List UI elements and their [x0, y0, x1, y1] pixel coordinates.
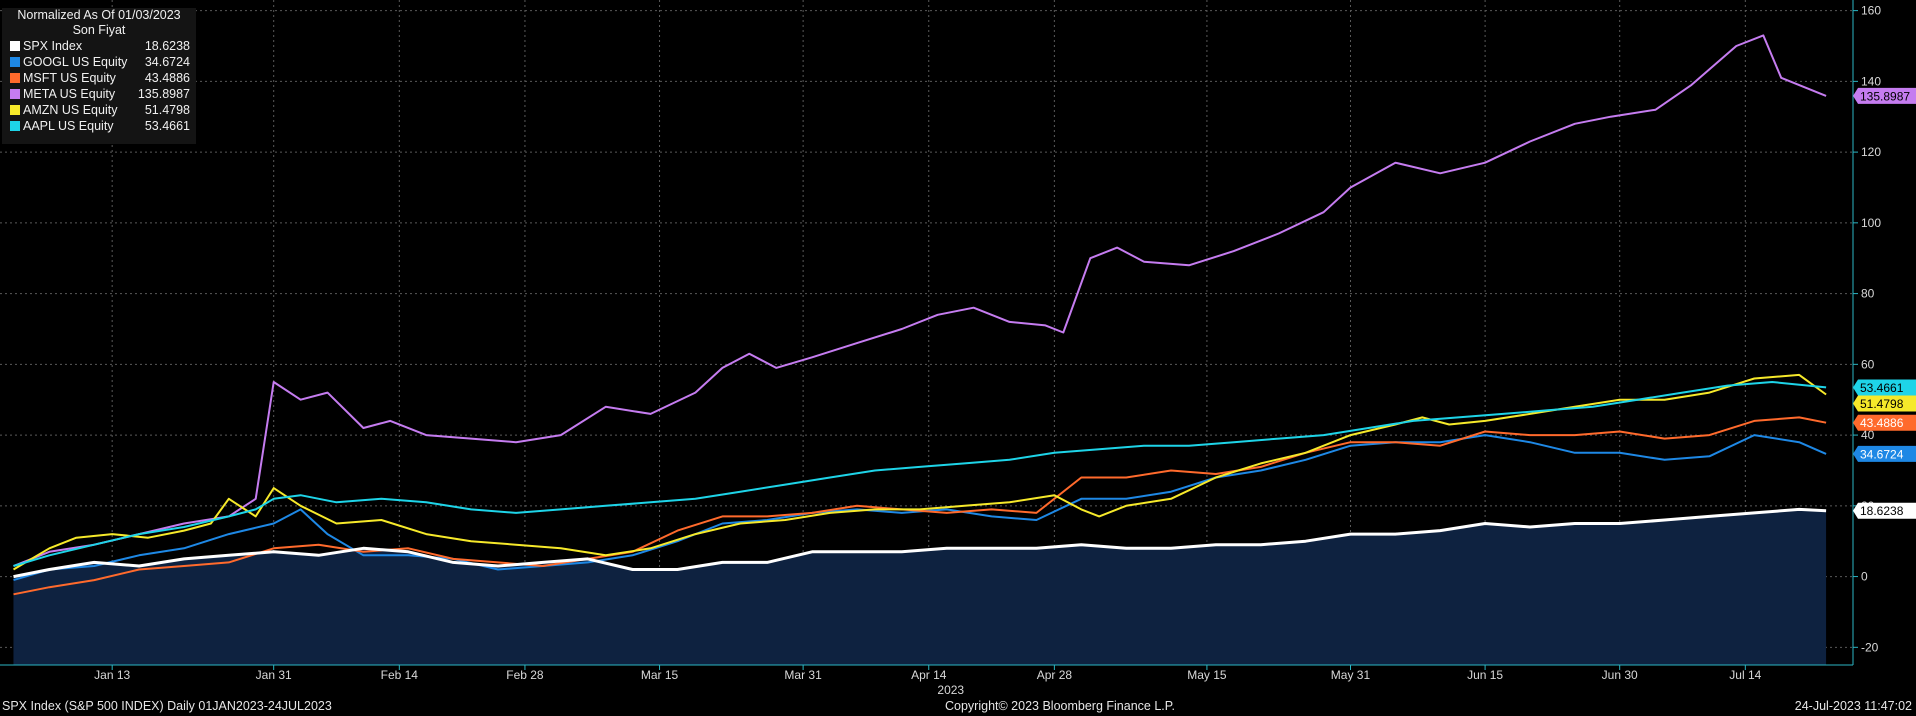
- legend-series-name: META US Equity: [23, 87, 116, 101]
- x-tick-label-apr-28: Apr 28: [1037, 668, 1073, 682]
- legend-swatch: [10, 105, 20, 115]
- x-tick-label-jan-13: Jan 13: [94, 668, 130, 682]
- y-tick-label-80: 80: [1861, 287, 1875, 301]
- x-tick-label-apr-14: Apr 14: [911, 668, 947, 682]
- y-tick-label-0: 0: [1861, 570, 1868, 584]
- legend-swatch: [10, 41, 20, 51]
- last-value-tag-spx: [1853, 502, 1916, 519]
- legend-swatch: [10, 57, 20, 67]
- legend-item: MSFT US Equity 43.4886: [2, 70, 196, 86]
- last-value-tag-msft: [1853, 414, 1916, 431]
- legend-item: SPX Index 18.6238: [2, 38, 196, 54]
- x-tick-label-mar-31: Mar 31: [784, 668, 822, 682]
- legend-series-value: 34.6724: [144, 55, 190, 69]
- last-value-label-meta: 135.8987: [1860, 89, 1910, 103]
- legend-series-value: 53.4661: [144, 119, 190, 133]
- x-year-label: 2023: [937, 683, 964, 697]
- footer-right: 24-Jul-2023 11:47:02: [1794, 699, 1912, 713]
- y-tick-label-160: 160: [1861, 4, 1881, 18]
- legend-series-value: 43.4886: [144, 71, 190, 85]
- series-line-spx: [13, 507, 1827, 579]
- x-tick-label-feb-28: Feb 28: [506, 668, 544, 682]
- legend-swatch: [10, 89, 20, 99]
- legend-subtitle: Son Fiyat: [72, 23, 126, 37]
- legend-series-value: 18.6238: [144, 39, 190, 53]
- series-line-meta: [13, 34, 1827, 567]
- footer-center: Copyright© 2023 Bloomberg Finance L.P.: [945, 699, 1175, 713]
- last-value-tag-googl: [1853, 445, 1916, 462]
- y-tick-label-40: 40: [1861, 428, 1875, 442]
- legend-series-value: 51.4798: [144, 103, 190, 117]
- series-line-aapl: [13, 381, 1827, 567]
- x-tick-label-may-31: May 31: [1331, 668, 1371, 682]
- legend-item: AAPL US Equity 53.4661: [2, 118, 196, 134]
- legend-swatch: [10, 121, 20, 131]
- last-value-label-amzn: 51.4798: [1860, 397, 1904, 411]
- legend-title: Normalized As Of 01/03/2023: [17, 8, 181, 22]
- last-value-label-aapl: 53.4661: [1860, 381, 1904, 395]
- last-value-tag-aapl: [1853, 379, 1916, 396]
- x-tick-label-mar-15: Mar 15: [641, 668, 679, 682]
- footer-left: SPX Index (S&P 500 INDEX) Daily 01JAN202…: [2, 699, 332, 713]
- legend-series-name: SPX Index: [23, 39, 83, 53]
- x-tick-label-feb-14: Feb 14: [381, 668, 419, 682]
- series-line-msft: [13, 416, 1827, 596]
- series-line-googl: [13, 434, 1827, 582]
- legend-series-value: 135.8987: [137, 87, 190, 101]
- legend-swatch: [10, 73, 20, 83]
- last-value-label-msft: 43.4886: [1860, 416, 1904, 430]
- x-tick-label-jun-30: Jun 30: [1602, 668, 1638, 682]
- legend-item: META US Equity 135.8987: [2, 86, 196, 102]
- last-value-tag-amzn: [1853, 395, 1916, 412]
- x-tick-label-jun-15: Jun 15: [1467, 668, 1503, 682]
- last-value-label-googl: 34.6724: [1860, 447, 1904, 461]
- legend-series-name: AMZN US Equity: [23, 103, 118, 117]
- series-line-amzn: [12, 373, 1827, 571]
- legend-item: AMZN US Equity 51.4798: [2, 102, 196, 118]
- y-tick-label--20: -20: [1861, 640, 1879, 654]
- legend-series-name: GOOGL US Equity: [23, 55, 128, 69]
- last-value-tag-meta: [1853, 87, 1916, 104]
- y-tick-label-60: 60: [1861, 357, 1875, 371]
- y-tick-label-140: 140: [1861, 74, 1881, 88]
- spx-area-fill: [13, 509, 1827, 665]
- y-tick-label-120: 120: [1861, 145, 1881, 159]
- last-value-label-spx: 18.6238: [1860, 504, 1904, 518]
- x-tick-label-jul-14: Jul 14: [1729, 668, 1761, 682]
- x-tick-label-jan-31: Jan 31: [256, 668, 292, 682]
- x-tick-label-may-15: May 15: [1187, 668, 1227, 682]
- legend-item: GOOGL US Equity 34.6724: [2, 54, 196, 70]
- y-tick-label-100: 100: [1861, 216, 1881, 230]
- legend-series-name: MSFT US Equity: [23, 71, 116, 85]
- legend: Normalized As Of 01/03/2023 Son Fiyat SP…: [2, 8, 196, 144]
- legend-series-name: AAPL US Equity: [23, 119, 114, 133]
